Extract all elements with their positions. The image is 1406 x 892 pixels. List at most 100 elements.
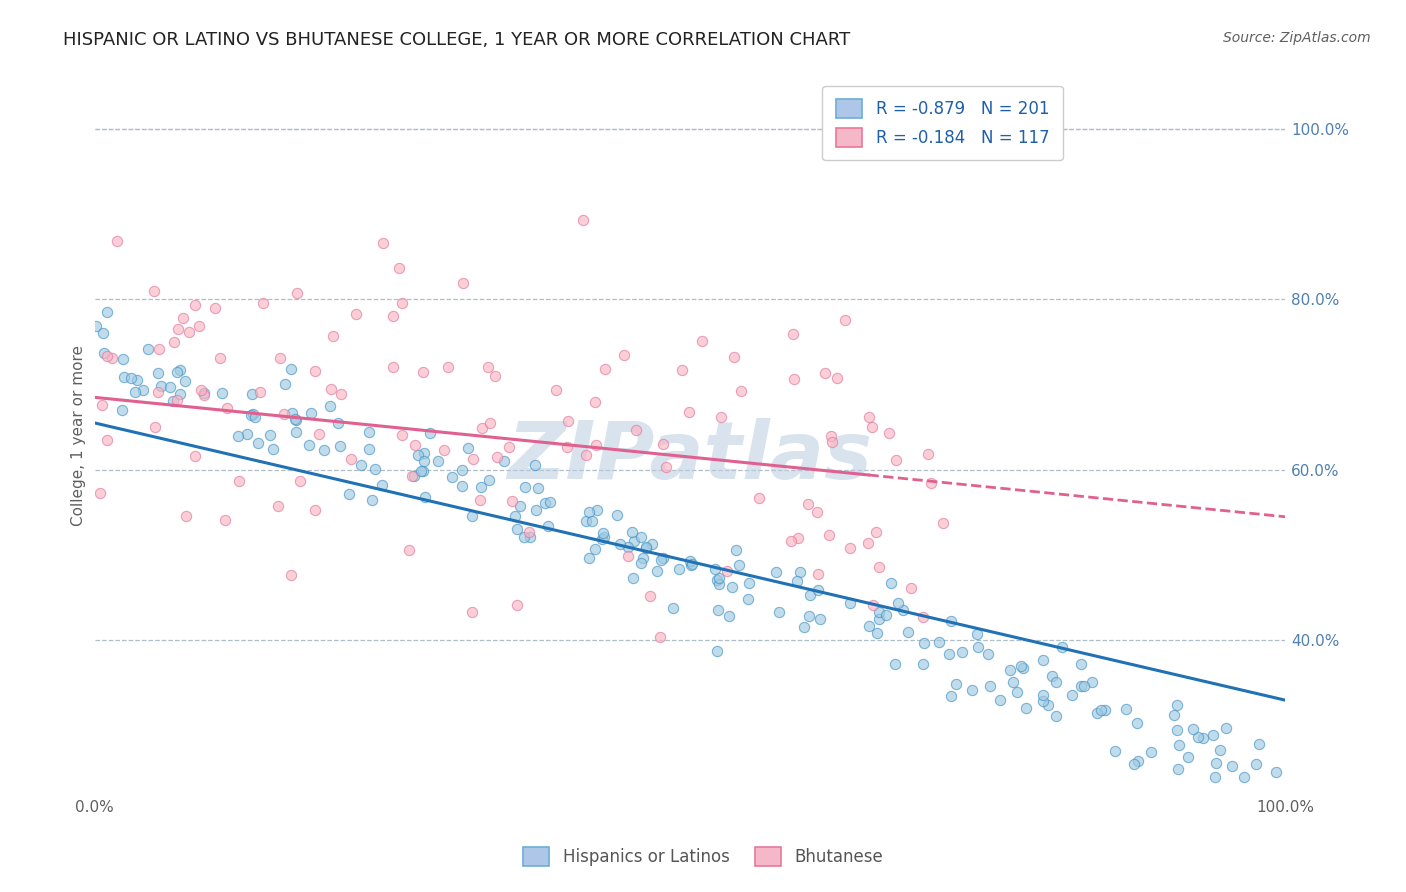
Point (652, 437, 675, 451)
Point (621, 572, 644, 586)
Point (860, 419, 883, 434)
Point (678, 405, 700, 419)
Point (319, 382, 342, 396)
Point (783, 372, 806, 386)
Point (426, 454, 449, 468)
Point (451, 479, 474, 493)
Point (167, 321, 190, 335)
Point (96, 433, 118, 447)
Point (820, 429, 842, 443)
Point (136, 343, 159, 357)
Point (1032, 653, 1054, 667)
Point (1128, 754, 1150, 768)
Point (932, 516, 955, 531)
Point (169, 387, 191, 401)
Point (838, 596, 860, 610)
Point (1168, 739, 1191, 753)
Point (938, 647, 960, 661)
Point (457, 442, 479, 456)
Point (179, 325, 201, 339)
Point (1166, 723, 1188, 737)
Point (650, 553, 672, 567)
Point (877, 425, 900, 440)
Point (534, 495, 557, 509)
Point (592, 525, 614, 540)
Point (149, 379, 172, 393)
Point (243, 410, 266, 425)
Point (825, 371, 848, 385)
Point (112, 370, 135, 384)
Point (461, 605, 484, 619)
Point (810, 612, 832, 626)
Point (912, 657, 935, 672)
Point (537, 518, 560, 533)
Point (645, 564, 668, 578)
Point (1204, 770, 1226, 784)
Point (509, 499, 531, 513)
Point (451, 463, 474, 477)
Point (897, 625, 920, 640)
Point (706, 573, 728, 587)
Point (586, 503, 609, 517)
Point (204, 301, 226, 315)
Point (1085, 706, 1108, 720)
Point (357, 425, 380, 439)
Point (217, 401, 239, 416)
Point (977, 648, 1000, 662)
Point (738, 576, 761, 591)
Point (679, 554, 702, 568)
Point (706, 644, 728, 658)
Point (662, 600, 685, 615)
Point (717, 608, 740, 623)
Point (91, 398, 114, 412)
Point (492, 453, 515, 467)
Point (412, 464, 434, 478)
Point (1045, 674, 1067, 689)
Point (630, 556, 652, 570)
Point (96, 349, 118, 363)
Point (583, 541, 606, 556)
Point (814, 366, 837, 380)
Point (330, 387, 353, 401)
Point (412, 446, 434, 460)
Point (681, 557, 703, 571)
Point (1140, 745, 1163, 759)
Point (1090, 703, 1112, 717)
Point (640, 537, 662, 551)
Point (572, 213, 595, 227)
Point (337, 487, 360, 501)
Point (184, 449, 207, 463)
Point (609, 536, 631, 550)
Point (433, 443, 456, 458)
Point (340, 451, 363, 466)
Text: HISPANIC OR LATINO VS BHUTANESE COLLEGE, 1 YEAR OR MORE CORRELATION CHART: HISPANIC OR LATINO VS BHUTANESE COLLEGE,… (63, 31, 851, 49)
Point (710, 409, 733, 424)
Point (505, 522, 527, 536)
Point (344, 307, 367, 321)
Point (634, 541, 657, 555)
Point (593, 362, 616, 376)
Point (280, 361, 302, 376)
Point (166, 393, 188, 408)
Point (912, 635, 935, 649)
Point (193, 388, 215, 402)
Point (269, 351, 291, 366)
Point (1070, 657, 1092, 672)
Point (148, 343, 170, 357)
Point (911, 610, 934, 624)
Point (190, 383, 212, 397)
Point (1209, 743, 1232, 757)
Point (654, 460, 676, 475)
Point (288, 474, 311, 488)
Point (868, 560, 890, 574)
Point (920, 476, 942, 491)
Point (797, 609, 820, 624)
Point (267, 499, 290, 513)
Point (578, 550, 600, 565)
Point (1062, 688, 1084, 702)
Point (159, 380, 181, 394)
Point (527, 481, 550, 495)
Point (581, 514, 603, 528)
Point (1070, 679, 1092, 693)
Point (451, 276, 474, 290)
